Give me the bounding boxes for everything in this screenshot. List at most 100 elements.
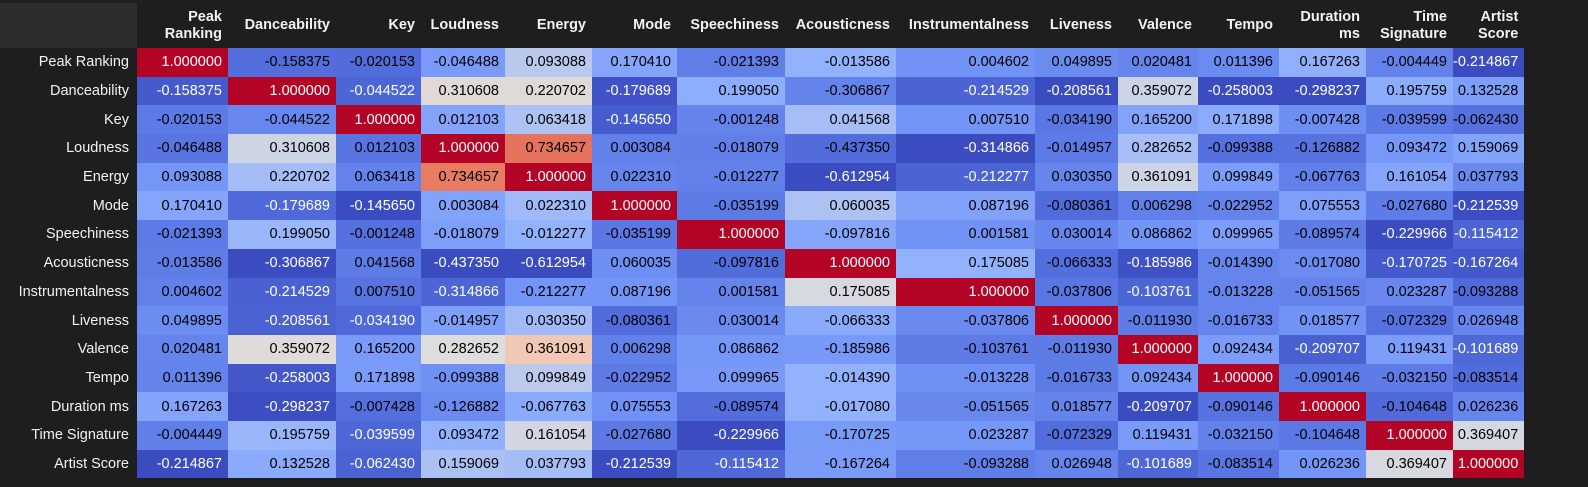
cell-acousticness-key: 0.041568 (336, 248, 421, 278)
cell-speechiness-loudness: -0.018079 (421, 220, 505, 249)
cell-mode-liveness: -0.080361 (1035, 191, 1118, 221)
cell-valence-duration-ms: -0.209707 (1279, 334, 1366, 364)
cell-key-acousticness: 0.041568 (785, 105, 896, 135)
cell-instrumentalness-energy: -0.212277 (505, 277, 592, 307)
cell-mode-energy: 0.022310 (505, 191, 592, 221)
cell-energy-loudness: 0.734657 (421, 162, 505, 192)
cell-peak-ranking-loudness: -0.046488 (421, 48, 505, 77)
cell-artist-score-instrumentalness: -0.093288 (896, 449, 1035, 479)
cell-instrumentalness-time-signature: 0.023287 (1366, 277, 1453, 307)
cell-energy-instrumentalness: -0.212277 (896, 162, 1035, 192)
cell-loudness-speechiness: -0.018079 (677, 134, 785, 163)
column-header-mode: Mode (592, 3, 677, 48)
cell-acousticness-time-signature: -0.170725 (1366, 248, 1453, 278)
cell-tempo-key: 0.171898 (336, 363, 421, 393)
cell-loudness-duration-ms: -0.126882 (1279, 134, 1366, 163)
cell-energy-energy: 1.000000 (505, 162, 592, 192)
cell-loudness-artist-score: 0.159069 (1453, 134, 1525, 163)
cell-tempo-valence: 0.092434 (1118, 363, 1198, 393)
cell-duration-ms-acousticness: -0.017080 (785, 392, 896, 421)
cell-duration-ms-tempo: -0.090146 (1198, 392, 1279, 421)
cell-liveness-loudness: -0.014957 (421, 306, 505, 335)
cell-acousticness-artist-score: -0.167264 (1453, 248, 1525, 278)
cell-duration-ms-danceability: -0.298237 (228, 392, 336, 421)
cell-tempo-loudness: -0.099388 (421, 363, 505, 393)
cell-speechiness-peak-ranking: -0.021393 (137, 220, 228, 249)
cell-instrumentalness-liveness: -0.037806 (1035, 277, 1118, 307)
cell-mode-speechiness: -0.035199 (677, 191, 785, 221)
table-row: Artist Score -0.214867 0.132528 -0.062430 0.… (0, 449, 1525, 479)
cell-speechiness-danceability: 0.199050 (228, 220, 336, 249)
cell-loudness-instrumentalness: -0.314866 (896, 134, 1035, 163)
cell-valence-danceability: 0.359072 (228, 334, 336, 364)
cell-instrumentalness-acousticness: 0.175085 (785, 277, 896, 307)
cell-mode-peak-ranking: 0.170410 (137, 191, 228, 221)
cell-loudness-energy: 0.734657 (505, 134, 592, 163)
cell-peak-ranking-speechiness: -0.021393 (677, 48, 785, 77)
cell-artist-score-loudness: 0.159069 (421, 449, 505, 479)
row-label-peak-ranking: Peak Ranking (0, 48, 137, 77)
cell-speechiness-speechiness: 1.000000 (677, 220, 785, 249)
column-header-valence: Valence (1118, 3, 1198, 48)
cell-energy-time-signature: 0.161054 (1366, 162, 1453, 192)
cell-danceability-speechiness: 0.199050 (677, 76, 785, 106)
cell-danceability-duration-ms: -0.298237 (1279, 76, 1366, 106)
column-header-loudness: Loudness (421, 3, 505, 48)
cell-tempo-time-signature: -0.032150 (1366, 363, 1453, 393)
cell-key-key: 1.000000 (336, 105, 421, 135)
cell-danceability-instrumentalness: -0.214529 (896, 76, 1035, 106)
cell-valence-mode: 0.006298 (592, 334, 677, 364)
cell-speechiness-tempo: 0.099965 (1198, 220, 1279, 249)
cell-artist-score-mode: -0.212539 (592, 449, 677, 479)
cell-liveness-time-signature: -0.072329 (1366, 306, 1453, 335)
table-row: Valence 0.020481 0.359072 0.165200 0.282652 0… (0, 334, 1525, 364)
cell-mode-danceability: -0.179689 (228, 191, 336, 221)
cell-loudness-liveness: -0.014957 (1035, 134, 1118, 163)
row-label-tempo: Tempo (0, 363, 137, 393)
cell-time-signature-liveness: -0.072329 (1035, 420, 1118, 450)
cell-duration-ms-mode: 0.075553 (592, 392, 677, 421)
cell-loudness-valence: 0.282652 (1118, 134, 1198, 163)
cell-danceability-time-signature: 0.195759 (1366, 76, 1453, 106)
cell-valence-tempo: 0.092434 (1198, 334, 1279, 364)
cell-acousticness-acousticness: 1.000000 (785, 248, 896, 278)
cell-time-signature-artist-score: 0.369407 (1453, 420, 1525, 450)
cell-tempo-acousticness: -0.014390 (785, 363, 896, 393)
cell-duration-ms-peak-ranking: 0.167263 (137, 392, 228, 421)
cell-liveness-energy: 0.030350 (505, 306, 592, 335)
cell-key-mode: -0.145650 (592, 105, 677, 135)
table-row: Peak Ranking 1.000000 -0.158375 -0.020153 -0… (0, 48, 1525, 77)
cell-speechiness-valence: 0.086862 (1118, 220, 1198, 249)
cell-duration-ms-artist-score: 0.026236 (1453, 392, 1525, 421)
cell-loudness-peak-ranking: -0.046488 (137, 134, 228, 163)
cell-speechiness-key: -0.001248 (336, 220, 421, 249)
cell-time-signature-acousticness: -0.170725 (785, 420, 896, 450)
cell-valence-speechiness: 0.086862 (677, 334, 785, 364)
cell-peak-ranking-liveness: 0.049895 (1035, 48, 1118, 77)
column-header-danceability: Danceability (228, 3, 336, 48)
cell-key-peak-ranking: -0.020153 (137, 105, 228, 135)
cell-duration-ms-energy: -0.067763 (505, 392, 592, 421)
cell-energy-peak-ranking: 0.093088 (137, 162, 228, 192)
cell-peak-ranking-artist-score: -0.214867 (1453, 48, 1525, 77)
cell-loudness-tempo: -0.099388 (1198, 134, 1279, 163)
cell-peak-ranking-mode: 0.170410 (592, 48, 677, 77)
cell-key-liveness: -0.034190 (1035, 105, 1118, 135)
cell-key-artist-score: -0.062430 (1453, 105, 1525, 135)
cell-artist-score-acousticness: -0.167264 (785, 449, 896, 479)
cell-peak-ranking-peak-ranking: 1.000000 (137, 48, 228, 77)
row-label-danceability: Danceability (0, 76, 137, 106)
row-label-mode: Mode (0, 191, 137, 221)
cell-acousticness-valence: -0.185986 (1118, 248, 1198, 278)
cell-time-signature-danceability: 0.195759 (228, 420, 336, 450)
cell-danceability-tempo: -0.258003 (1198, 76, 1279, 106)
cell-loudness-acousticness: -0.437350 (785, 134, 896, 163)
cell-liveness-liveness: 1.000000 (1035, 306, 1118, 335)
cell-loudness-time-signature: 0.093472 (1366, 134, 1453, 163)
cell-valence-valence: 1.000000 (1118, 334, 1198, 364)
cell-key-speechiness: -0.001248 (677, 105, 785, 135)
cell-energy-key: 0.063418 (336, 162, 421, 192)
column-header-key: Key (336, 3, 421, 48)
cell-key-duration-ms: -0.007428 (1279, 105, 1366, 135)
cell-energy-artist-score: 0.037793 (1453, 162, 1525, 192)
